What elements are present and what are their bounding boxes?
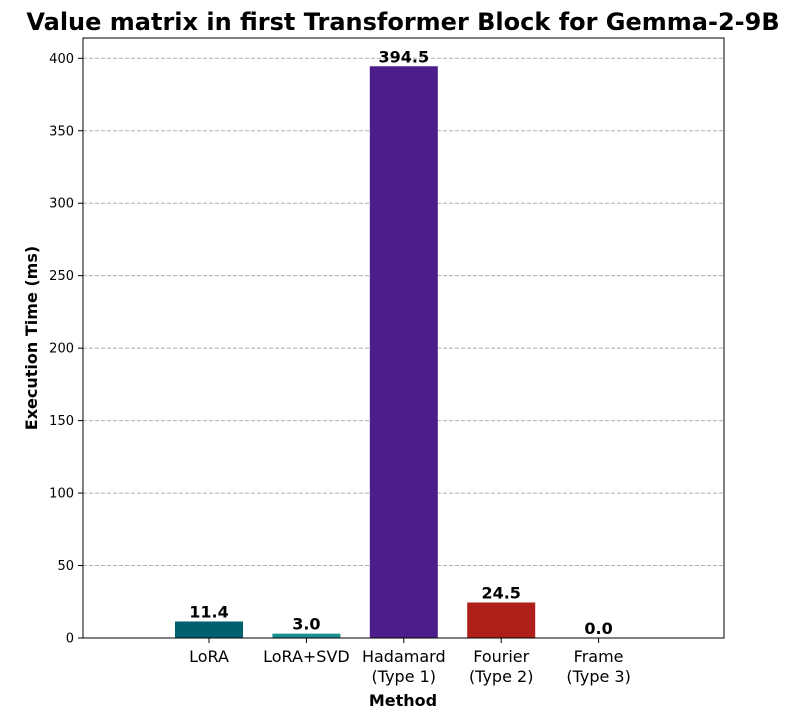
y-axis: 0 50 100 150 200 250 300 350 400 bbox=[49, 52, 83, 647]
x-tick-label: Frame (Type 3) bbox=[566, 647, 631, 686]
chart-title: Value matrix in first Transformer Block … bbox=[26, 8, 779, 36]
x-tick-label: LoRA+SVD bbox=[263, 647, 350, 666]
x-tick-label: Hadamard (Type 1) bbox=[362, 647, 446, 686]
y-tick-label: 100 bbox=[49, 487, 74, 502]
y-tick-label: 150 bbox=[49, 414, 74, 429]
y-axis-label: Execution Time (ms) bbox=[22, 246, 41, 430]
y-tick-label: 50 bbox=[57, 559, 74, 574]
y-tick-label: 250 bbox=[49, 269, 74, 284]
x-tick-label-line: LoRA bbox=[189, 647, 229, 666]
bar bbox=[369, 66, 438, 639]
x-tick-label-line: (Type 1) bbox=[372, 667, 437, 686]
bar-value-label: 3.0 bbox=[292, 615, 320, 634]
bar-value-labels: 11.4 3.0 394.5 24.5 0.0 bbox=[189, 47, 613, 638]
y-tick-label: 200 bbox=[49, 342, 74, 357]
y-tick-label: 400 bbox=[49, 52, 74, 67]
x-tick-label: Fourier (Type 2) bbox=[469, 647, 534, 686]
x-tick-label-line: Fourier bbox=[473, 647, 529, 666]
y-tick-label: 350 bbox=[49, 124, 74, 139]
x-tick-label-line: LoRA+SVD bbox=[263, 647, 350, 666]
x-tick-label-line: Hadamard bbox=[362, 647, 446, 666]
bar bbox=[467, 602, 536, 638]
x-tick-label-line: (Type 2) bbox=[469, 667, 534, 686]
x-axis: LoRA LoRA+SVD Hadamard (Type 1)Fourier (Type… bbox=[189, 638, 631, 686]
bars bbox=[175, 66, 536, 639]
x-tick-label-line: Frame bbox=[574, 647, 624, 666]
bar-value-label: 394.5 bbox=[378, 47, 429, 66]
x-tick-label: LoRA bbox=[189, 647, 229, 666]
bar bbox=[272, 633, 341, 638]
bar bbox=[175, 621, 243, 638]
x-tick-label-line: (Type 3) bbox=[566, 667, 631, 686]
y-tick-label: 300 bbox=[49, 197, 74, 212]
x-axis-label: Method bbox=[369, 691, 437, 710]
bar-value-label: 24.5 bbox=[481, 583, 520, 602]
bar-value-label: 0.0 bbox=[584, 619, 612, 638]
bar-value-label: 11.4 bbox=[189, 602, 228, 621]
y-tick-label: 0 bbox=[66, 632, 74, 647]
